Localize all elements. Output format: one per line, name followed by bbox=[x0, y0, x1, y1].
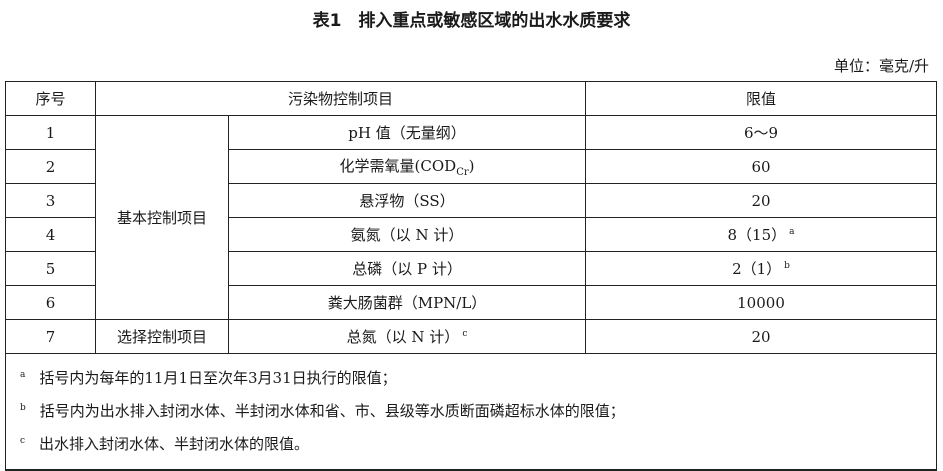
row-limit: 10000 bbox=[585, 285, 937, 320]
limit-text: 8（15） bbox=[727, 226, 787, 244]
footnote: b 括号内为出水排入封闭水体、半封闭水体和省、市、县级等水质断面磷超标水体的限值； bbox=[20, 393, 936, 426]
item-text-end: ) bbox=[468, 157, 475, 175]
limit-text: 2（1） bbox=[732, 260, 782, 278]
row-item: 氨氮（以 N 计） bbox=[227, 217, 587, 252]
footnote-ref: a bbox=[789, 227, 795, 237]
group-optional: 选择控制项目 bbox=[95, 319, 229, 354]
header-row: 序号 污染物控制项目 限值 bbox=[5, 81, 937, 116]
footnote-mark: c bbox=[20, 436, 26, 446]
table-row: 5 总磷（以 P 计） 2（1） b bbox=[5, 251, 937, 286]
footnotes-row: a 括号内为每年的11月1日至次年3月31日执行的限值； b 括号内为出水排入封闭水… bbox=[5, 353, 937, 471]
table-row: 4 氨氮（以 N 计） 8（15） a bbox=[5, 217, 937, 252]
row-index: 2 bbox=[5, 149, 96, 184]
footnote-mark: b bbox=[20, 403, 26, 413]
row-limit: 2（1） b bbox=[585, 251, 937, 286]
footnote-text: 括号内为每年的11月1日至次年3月31日执行的限值； bbox=[39, 369, 397, 387]
row-index: 1 bbox=[5, 115, 96, 150]
row-index: 5 bbox=[5, 251, 96, 286]
footnote-ref: c bbox=[462, 329, 468, 339]
header-index: 序号 bbox=[5, 81, 96, 116]
row-index: 3 bbox=[5, 183, 96, 218]
footnotes: a 括号内为每年的11月1日至次年3月31日执行的限值； b 括号内为出水排入封闭水… bbox=[5, 353, 937, 471]
row-item: pH 值（无量纲） bbox=[227, 115, 587, 150]
footnote: a 括号内为每年的11月1日至次年3月31日执行的限值； bbox=[20, 360, 936, 393]
unit-label: 单位：毫克/升 bbox=[833, 57, 929, 75]
row-index: 7 bbox=[5, 319, 96, 354]
row-limit: 6～9 bbox=[585, 115, 937, 150]
item-subscript: Cr bbox=[456, 167, 469, 178]
row-item: 化学需氧量(CODCr) bbox=[227, 149, 587, 184]
row-item: 悬浮物（SS） bbox=[227, 183, 587, 218]
group-basic: 基本控制项目 bbox=[95, 115, 229, 320]
header-item: 污染物控制项目 bbox=[94, 81, 587, 116]
footnote-text: 括号内为出水排入封闭水体、半封闭水体和省、市、县级等水质断面磷超标水体的限值； bbox=[39, 402, 625, 420]
item-text: 总氮（以 N 计） bbox=[346, 328, 460, 346]
footnote-ref: b bbox=[784, 261, 790, 271]
table-row: 1 基本控制项目 pH 值（无量纲） 6～9 bbox=[5, 115, 937, 320]
table-row: 6 粪大肠菌群（MPN/L） 10000 bbox=[5, 285, 937, 320]
footnote: c 出水排入封闭水体、半封闭水体的限值。 bbox=[20, 426, 936, 459]
row-item: 总氮（以 N 计） c bbox=[227, 319, 587, 354]
header-limit: 限值 bbox=[585, 81, 937, 116]
row-limit: 20 bbox=[585, 183, 937, 218]
water-quality-table: 序号 污染物控制项目 限值 1 基本控制项目 pH 值（无量纲） 6～9 2 化… bbox=[5, 81, 937, 471]
row-limit: 20 bbox=[585, 319, 937, 354]
row-item: 粪大肠菌群（MPN/L） bbox=[227, 285, 587, 320]
footnote-mark: a bbox=[20, 370, 26, 380]
item-text: 化学需氧量(COD bbox=[339, 157, 457, 175]
table-title: 表1 排入重点或敏感区域的出水水质要求 bbox=[312, 11, 631, 31]
row-index: 4 bbox=[5, 217, 96, 252]
table-row: 2 化学需氧量(CODCr) 60 bbox=[5, 149, 937, 184]
footnote-text: 出水排入封闭水体、半封闭水体的限值。 bbox=[39, 435, 310, 453]
table-row: 7 选择控制项目 总氮（以 N 计） c 20 bbox=[5, 319, 937, 354]
row-index: 6 bbox=[5, 285, 96, 320]
row-item: 总磷（以 P 计） bbox=[227, 251, 587, 286]
row-limit: 8（15） a bbox=[585, 217, 937, 252]
row-limit: 60 bbox=[585, 149, 937, 184]
